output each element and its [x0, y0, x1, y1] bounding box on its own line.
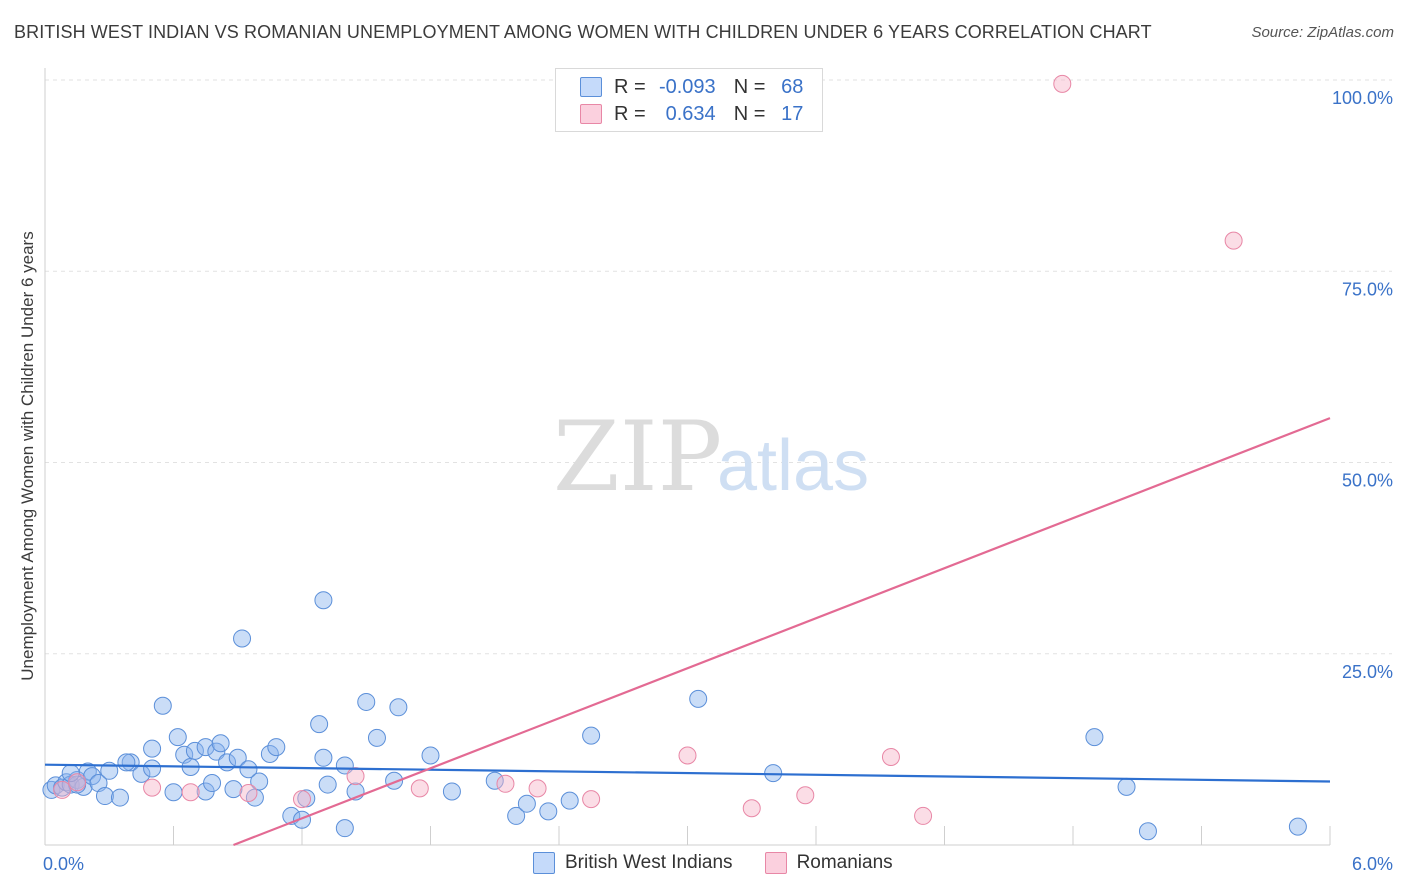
data-point-british-west-indians — [1085, 728, 1104, 747]
trend-lines — [44, 417, 1331, 847]
data-point-british-west-indians — [164, 783, 183, 802]
data-point-british-west-indians — [335, 819, 354, 838]
tick-labels: 25.0% 50.0% 75.0% 100.0% 0.0% 6.0% — [43, 88, 1393, 874]
data-point-british-west-indians — [211, 734, 230, 753]
data-point-british-west-indians — [517, 794, 536, 813]
data-point-british-west-indians — [207, 742, 226, 761]
legend-row-british-west-indians: R = -0.093 N = 68 — [580, 75, 803, 99]
data-point-british-west-indians — [143, 759, 162, 778]
data-point-british-west-indians — [357, 692, 376, 711]
data-point-british-west-indians — [560, 791, 579, 810]
data-point-british-west-indians — [117, 753, 136, 772]
gridlines — [45, 79, 1392, 655]
y-tick-label: 100.0% — [1332, 88, 1393, 108]
data-point-british-west-indians — [168, 728, 187, 747]
data-point-british-west-indians — [539, 802, 558, 821]
data-point-romanians — [68, 773, 87, 792]
series-legend-label: British West Indians — [565, 852, 733, 873]
data-point-british-west-indians — [442, 782, 461, 801]
data-point-romanians — [143, 778, 162, 797]
data-point-british-west-indians — [314, 591, 333, 610]
series-legend-label: Romanians — [796, 852, 893, 873]
data-point-romanians — [1053, 74, 1072, 93]
data-point-british-west-indians — [260, 744, 279, 763]
data-point-british-west-indians — [1117, 777, 1136, 796]
data-point-british-west-indians — [1138, 822, 1157, 841]
series-legend-item-romanians: Romanians — [764, 852, 893, 874]
data-point-british-west-indians — [89, 774, 108, 793]
legend-row-romanians: R = 0.634 N = 17 — [580, 102, 803, 126]
axes — [44, 68, 1331, 846]
data-point-british-west-indians — [389, 698, 408, 717]
series-legend-item-british-west-indians: British West Indians — [533, 852, 733, 874]
x-tick-label: 0.0% — [43, 854, 84, 874]
data-point-romanians — [914, 806, 933, 825]
data-point-british-west-indians — [95, 787, 114, 806]
data-point-british-west-indians — [110, 788, 129, 807]
legend-swatch-blue — [580, 77, 602, 97]
y-tick-label: 50.0% — [1342, 471, 1393, 491]
legend-r-label: R = — [614, 102, 646, 125]
data-point-romanians — [496, 774, 515, 793]
data-point-british-west-indians — [1288, 817, 1307, 836]
data-point-british-west-indians — [689, 689, 708, 708]
data-point-british-west-indians — [421, 746, 440, 765]
legend-r-label: R = — [614, 75, 646, 98]
data-point-british-west-indians — [310, 715, 329, 734]
data-point-british-west-indians — [250, 772, 269, 791]
data-point-british-west-indians — [203, 774, 222, 793]
data-point-british-west-indians — [196, 738, 215, 757]
data-point-british-west-indians — [582, 726, 601, 745]
data-point-romanians — [53, 780, 72, 799]
chart-source: Source: ZipAtlas.com — [1251, 24, 1394, 41]
watermark-zip: ZIP — [553, 401, 722, 513]
data-point-british-west-indians — [143, 739, 162, 758]
data-point-british-west-indians — [314, 748, 333, 767]
data-point-romanians — [796, 786, 815, 805]
data-point-romanians — [742, 799, 761, 818]
legend-r-value: 0.634 — [665, 102, 716, 125]
data-point-romanians — [293, 790, 311, 809]
data-point-british-west-indians — [185, 741, 204, 760]
data-point-british-west-indians — [224, 780, 243, 799]
series-legend: British West Indians Romanians — [533, 852, 925, 874]
chart-title: BRITISH WEST INDIAN VS ROMANIAN UNEMPLOY… — [14, 22, 1152, 42]
data-point-british-west-indians — [233, 629, 252, 648]
y-tick-label: 25.0% — [1342, 662, 1393, 682]
trend-line-romanians — [233, 417, 1331, 847]
data-point-british-west-indians — [367, 728, 386, 747]
trend-line-british-west-indians — [44, 763, 1331, 783]
data-point-british-west-indians — [507, 806, 526, 825]
data-point-romanians — [678, 746, 697, 765]
legend-n-label: N = — [733, 75, 766, 98]
data-point-romanians — [582, 790, 601, 809]
data-point-british-west-indians — [153, 696, 172, 715]
x-tick-label: 6.0% — [1352, 854, 1393, 874]
legend-n-label: N = — [733, 102, 766, 125]
data-point-romanians — [1224, 231, 1243, 250]
data-point-british-west-indians — [267, 738, 286, 757]
data-point-british-west-indians — [318, 775, 337, 794]
data-points — [42, 74, 1307, 841]
data-point-romanians — [346, 767, 365, 786]
series-legend-swatch-blue — [533, 852, 555, 874]
data-point-romanians — [881, 748, 900, 767]
watermark-atlas: atlas — [717, 426, 869, 506]
correlation-legend: R = -0.093 N = 68 R = 0.634 N = 17 — [555, 68, 823, 132]
data-point-british-west-indians — [239, 760, 258, 779]
data-point-romanians — [239, 783, 258, 802]
legend-swatch-pink — [580, 104, 602, 124]
data-point-romanians — [410, 779, 429, 798]
data-point-romanians — [528, 779, 547, 798]
watermark: ZIP atlas — [553, 401, 869, 513]
data-point-british-west-indians — [485, 771, 504, 790]
y-tick-label: 75.0% — [1342, 279, 1393, 299]
legend-n-value: 68 — [781, 75, 804, 98]
series-legend-swatch-pink — [764, 852, 787, 874]
data-point-romanians — [181, 783, 200, 802]
legend-r-value: -0.093 — [658, 75, 716, 98]
legend-n-value: 17 — [781, 102, 804, 125]
